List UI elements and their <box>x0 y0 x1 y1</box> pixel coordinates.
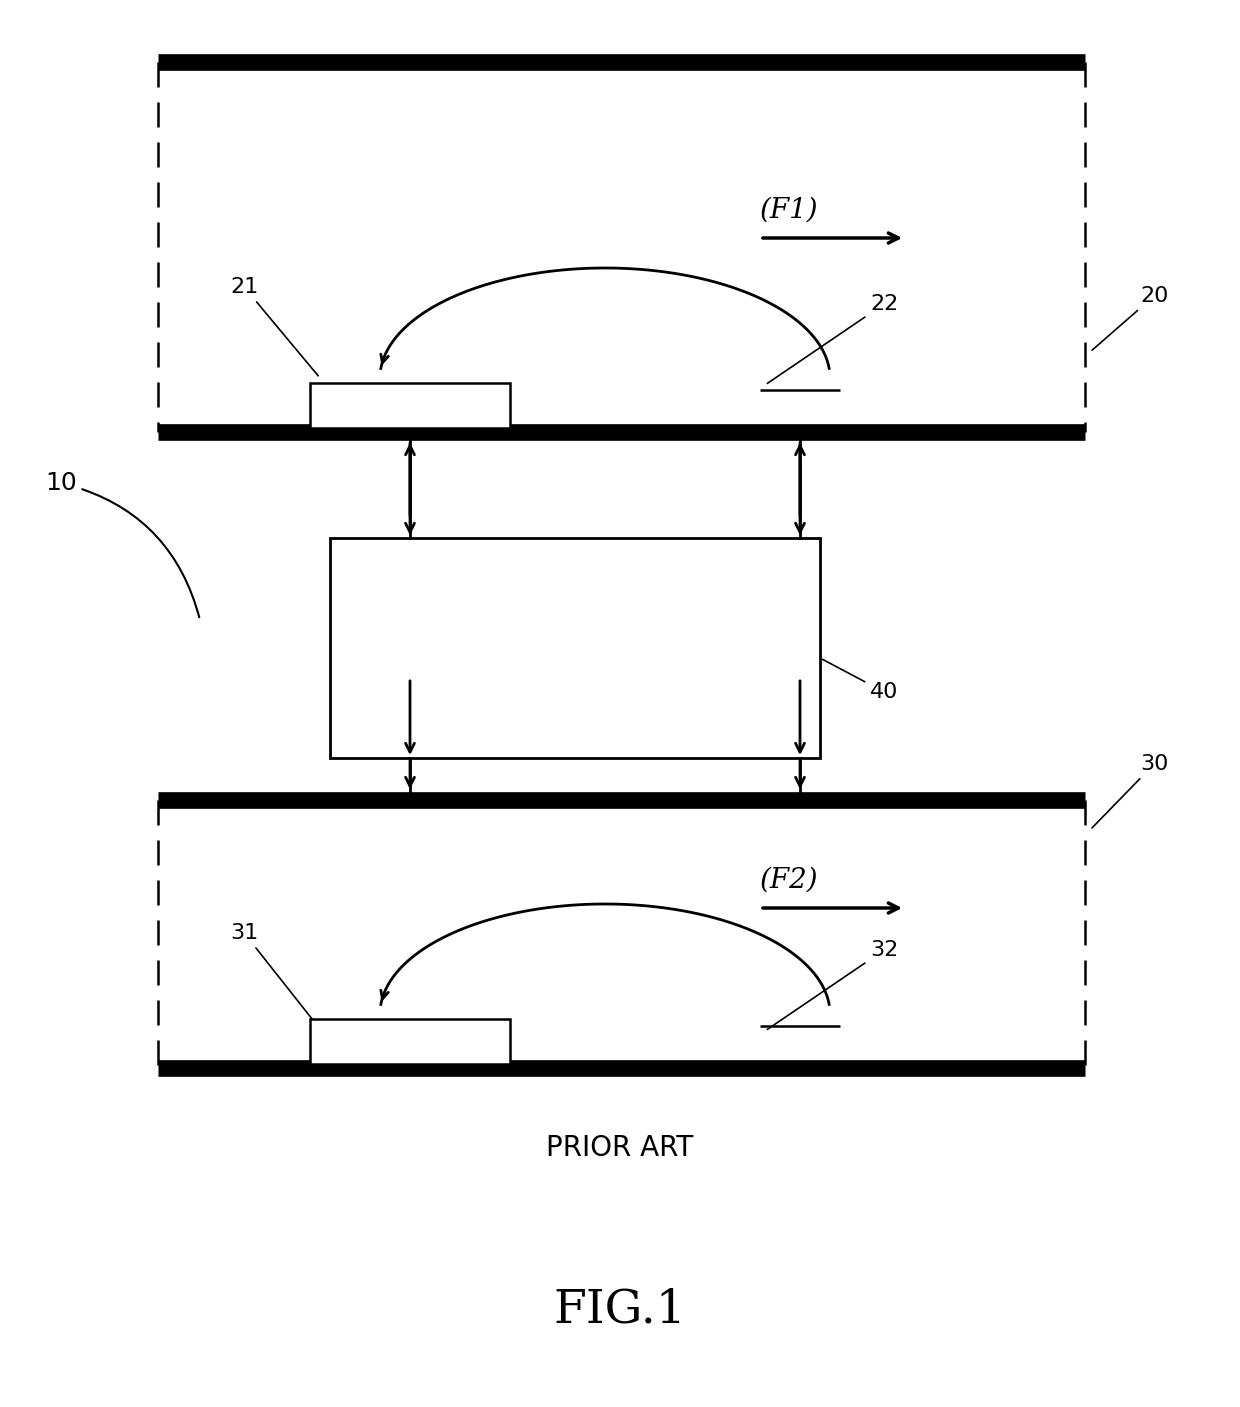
Text: FIG.1: FIG.1 <box>553 1287 687 1332</box>
Bar <box>310 1019 510 1064</box>
Text: (F1): (F1) <box>760 197 818 224</box>
Text: 20: 20 <box>1092 286 1168 350</box>
Text: 22: 22 <box>768 294 898 384</box>
Text: (F2): (F2) <box>760 867 818 893</box>
Text: 31: 31 <box>229 923 319 1027</box>
Text: 21: 21 <box>229 277 319 376</box>
Text: 10: 10 <box>45 471 200 618</box>
Text: PRIOR ART: PRIOR ART <box>547 1134 693 1162</box>
Text: 30: 30 <box>1092 754 1168 827</box>
Text: 32: 32 <box>768 940 898 1030</box>
Text: 40: 40 <box>822 660 898 702</box>
Bar <box>330 537 820 758</box>
Bar <box>310 383 510 428</box>
